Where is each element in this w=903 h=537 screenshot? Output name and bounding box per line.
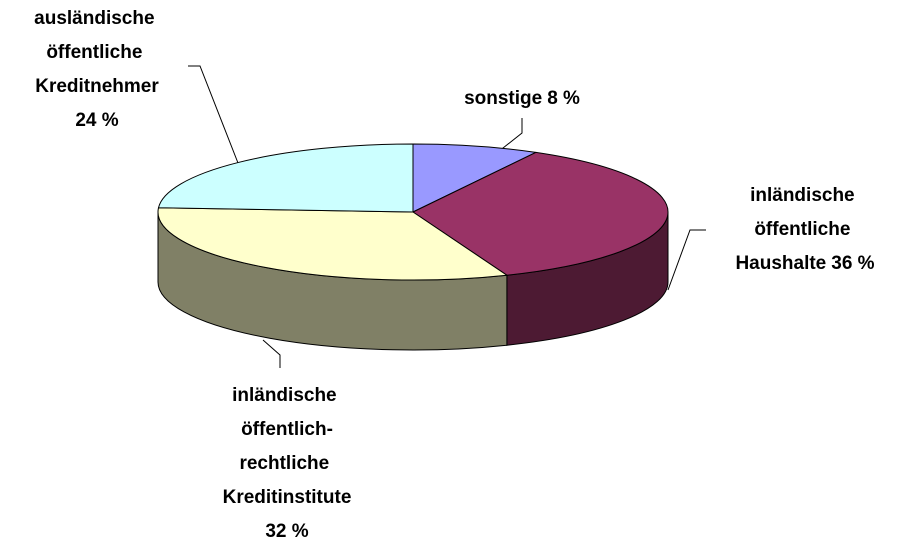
leader-line <box>497 118 523 153</box>
value-label: 8 % <box>547 88 580 109</box>
value-label: 32 % <box>265 521 308 537</box>
slice-label: ausländische öffentliche Kreditnehmer <box>34 8 160 97</box>
slice <box>412 151 669 276</box>
leader-line <box>667 229 706 291</box>
slice-label: inländische öffentlich-rechtliche Kredit… <box>223 385 352 508</box>
slice <box>412 143 538 213</box>
value-label: 24 % <box>75 110 118 131</box>
leader-line <box>262 339 281 368</box>
leader-line <box>188 65 239 164</box>
value-label: 36 % <box>831 253 874 274</box>
slice <box>157 143 414 213</box>
slice <box>157 207 509 281</box>
slice-label: sonstige <box>464 88 542 109</box>
slice-label: inländische öffentliche Haushalte <box>735 185 859 274</box>
